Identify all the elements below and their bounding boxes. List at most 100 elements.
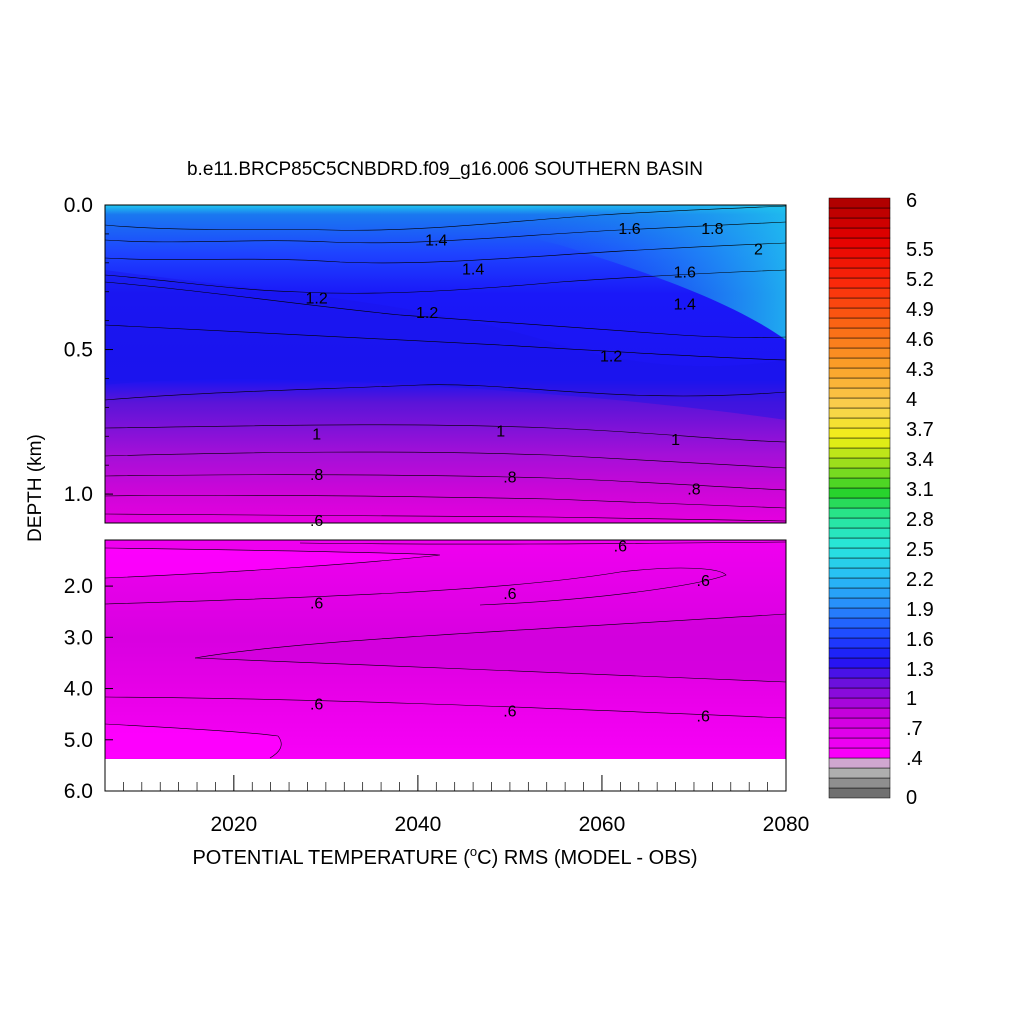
- upper-contour-lines: [105, 205, 786, 522]
- colorbar-box: [828, 747, 891, 759]
- contour-label: .6: [697, 573, 710, 590]
- colorbar-label: 5.5: [906, 239, 934, 261]
- y-axis-label: DEPTH (km): [25, 434, 46, 542]
- colorbar-box: [828, 397, 891, 409]
- colorbar-box: [828, 227, 891, 239]
- colorbar-label: 4.6: [906, 329, 934, 351]
- contour-label: .6: [503, 704, 516, 721]
- colorbar-box: [828, 687, 891, 699]
- y-tick-label: 3.0: [64, 626, 93, 649]
- colorbar-labels: 6 5.5 5.2 4.9 4.6 4.3 4 3.7 3.4 3.1 2.8 2.5 2.2 1.9 1.…: [906, 190, 934, 809]
- colorbar-label: 1.9: [906, 599, 934, 621]
- colorbar-label: 5.2: [906, 269, 934, 291]
- colorbar-box: [828, 307, 891, 319]
- contour-label: 1.6: [618, 221, 640, 238]
- colorbar-box: [828, 737, 891, 749]
- colorbar-box: [828, 467, 891, 479]
- contour-label: .6: [503, 586, 516, 603]
- colorbar-box: [828, 577, 891, 589]
- colorbar-box: [828, 607, 891, 619]
- contour-label: 1.2: [416, 305, 438, 322]
- contour-label: 1.2: [306, 291, 328, 308]
- colorbar-box: [828, 477, 891, 489]
- colorbar-box: [828, 617, 891, 629]
- colorbar-box: [828, 287, 891, 299]
- deep-bright-tongue: [105, 724, 282, 758]
- colorbar-label: 2.5: [906, 539, 934, 561]
- y-axis-upper: 0.0 0.5 1.0: [64, 194, 113, 524]
- mid-depth-core: [195, 614, 786, 682]
- shallow-warm-band: [380, 205, 786, 340]
- colorbar-label: .7: [906, 718, 923, 740]
- x-tick-label: 2020: [210, 813, 257, 836]
- colorbar-box: [828, 327, 891, 339]
- colorbar-box: [828, 567, 891, 579]
- contour-labels: 1.6 1.821.41.4 1.61.21.21.41.21 11.8.8.8.6.…: [306, 221, 763, 726]
- colorbar-box: [828, 517, 891, 529]
- deep-blue-band: [105, 270, 786, 420]
- chart-title: b.e11.BRCP85C5CNBDRD.f09_g16.006 SOUTHER…: [187, 159, 703, 180]
- colorbar-label: 4.3: [906, 359, 934, 381]
- lower-panel: [104, 539, 787, 792]
- colorbar-box: [828, 417, 891, 429]
- colorbar-label: 3.7: [906, 419, 934, 441]
- colorbar-box: [828, 217, 891, 229]
- colorbar-box: [828, 207, 891, 219]
- contour-label: .6: [310, 696, 323, 713]
- colorbar-box: [828, 767, 891, 779]
- colorbar-box: [828, 427, 891, 439]
- colorbar-box: [828, 407, 891, 419]
- colorbar-label: 1.3: [906, 659, 934, 681]
- colorbar-label: 2.8: [906, 509, 934, 531]
- contour-label: .6: [614, 539, 627, 556]
- colorbar-box: [828, 507, 891, 519]
- x-axis-label-pre: POTENTIAL TEMPERATURE (: [192, 847, 470, 869]
- contour-label: 1: [312, 426, 321, 443]
- colorbar-box: [828, 257, 891, 269]
- y-tick-label: 2.0: [64, 575, 93, 598]
- colorbar-label: 1: [906, 688, 917, 710]
- colorbar-box: [828, 777, 891, 789]
- y-tick-label: 6.0: [64, 780, 93, 803]
- colorbar-box: [828, 367, 891, 379]
- colorbar-box: [828, 317, 891, 329]
- y-tick-label: 5.0: [64, 729, 93, 752]
- colorbar-box: [828, 597, 891, 609]
- colorbar-box: [828, 537, 891, 549]
- colorbar-box: [828, 437, 891, 449]
- colorbar-box: [828, 657, 891, 669]
- x-tick-label: 2060: [579, 813, 626, 836]
- colorbar-box: [828, 457, 891, 469]
- colorbar-label: 4.9: [906, 299, 934, 321]
- colorbar-box: [828, 727, 891, 739]
- colorbar-box: [828, 697, 891, 709]
- contour-label: .6: [697, 709, 710, 726]
- colorbar-box: [828, 347, 891, 359]
- colorbar-box: [828, 637, 891, 649]
- x-tick-label: 2080: [763, 813, 810, 836]
- x-axis-label-post: C) RMS (MODEL - OBS): [477, 847, 697, 869]
- colorbar-box: [828, 707, 891, 719]
- colorbar-box: [828, 387, 891, 399]
- contour-label: 1.2: [600, 348, 622, 365]
- colorbar-label: 3.4: [906, 449, 934, 471]
- y-tick-label: 0.5: [64, 339, 93, 362]
- colorbar-box: [828, 377, 891, 389]
- contour-label: .8: [310, 467, 323, 484]
- contour-label: 1: [671, 432, 680, 449]
- y-axis-lower: 2.0 3.0 4.0 5.0 6.0: [64, 575, 113, 803]
- colorbar-box: [828, 487, 891, 499]
- contour-label: .6: [310, 513, 323, 530]
- colorbar-box: [828, 267, 891, 279]
- colorbar-label: 0: [906, 787, 917, 809]
- contour-label: .6: [310, 595, 323, 612]
- colorbar-box: [828, 237, 891, 249]
- colorbar-label: 2.2: [906, 569, 934, 591]
- colorbar-box: [828, 527, 891, 539]
- x-tick-label: 2040: [395, 813, 442, 836]
- y-tick-label: 1.0: [64, 483, 93, 506]
- contour-label: 1.4: [674, 296, 696, 313]
- contour-label: 1: [496, 423, 505, 440]
- contour-label: 1.6: [674, 264, 696, 281]
- colorbar-box: [828, 717, 891, 729]
